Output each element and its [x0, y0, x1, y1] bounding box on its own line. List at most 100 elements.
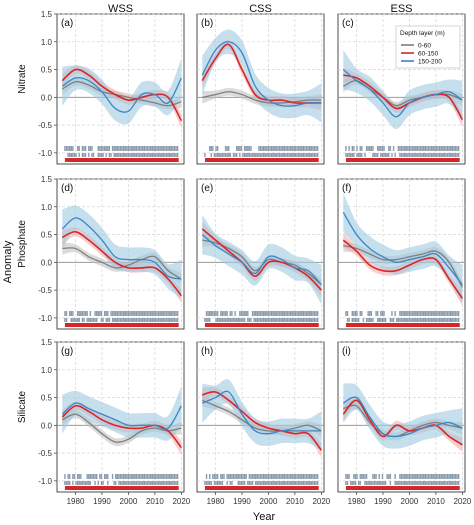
rug-marks [64, 474, 179, 490]
panel-f: (f) [337, 178, 466, 330]
y-tick-label: 0.5 [41, 231, 53, 240]
panel-label: (h) [201, 346, 213, 357]
ribbon-150-200 [62, 58, 182, 125]
rug-marks [64, 146, 179, 162]
legend-entry: 60-150 [418, 51, 439, 58]
legend-entry: 0-60 [418, 43, 431, 50]
series-line-60-150 [202, 391, 322, 451]
rug-mark-red [345, 158, 460, 162]
x-tick-label: 1990 [233, 497, 251, 506]
y-tick-label: 1.0 [41, 38, 53, 47]
y-tick-label: 1.5 [41, 175, 53, 184]
x-tick-label: 2010 [146, 497, 164, 506]
x-tick-label: 2010 [286, 497, 304, 506]
panel-h: (h) 1980 1990 2000 2010 2020 [196, 341, 331, 506]
y-tick-label: -1.0 [38, 149, 52, 158]
rug-marks [204, 474, 319, 490]
ribbon-150-200 [62, 386, 182, 441]
y-tick-label: -1.0 [38, 314, 52, 323]
series-line-150-200 [342, 396, 463, 438]
plot-area [342, 50, 464, 129]
rug-mark-red [204, 158, 319, 162]
x-tick-label: 2000 [401, 497, 419, 506]
panel-label: (a) [61, 18, 73, 29]
plot-area [201, 215, 322, 305]
panel-d: (d) -1.0 -0.5 0.0 0.5 1.0 1.5 Phosphate [17, 175, 185, 330]
panel-label: (b) [201, 18, 213, 29]
x-tick-label: 1980 [67, 497, 85, 506]
y-tick-label: 1.5 [41, 10, 53, 19]
panel-frame [196, 341, 325, 493]
rug-mark-red [64, 323, 179, 327]
x-axis-title: Year [253, 511, 276, 523]
y-tick-label: 0.0 [41, 93, 53, 102]
series-line-0-60 [202, 399, 322, 432]
x-tick-label: 2020 [172, 497, 190, 506]
y-tick-label: 0.0 [41, 421, 53, 430]
series-line-60-150 [61, 68, 183, 122]
y-tick-label: -0.5 [38, 121, 52, 130]
series-line-0-60 [61, 413, 182, 443]
rug-marks [345, 474, 460, 490]
series-line-0-60 [62, 247, 182, 280]
rug-mark-red [204, 486, 319, 490]
plot-area [342, 192, 464, 306]
row-label: Silicate [17, 390, 28, 423]
plot-area [61, 386, 182, 455]
plot-area [342, 383, 463, 452]
x-tick-label: 1980 [348, 497, 366, 506]
series-line-0-60 [61, 81, 182, 107]
x-tick-label: 1980 [207, 497, 225, 506]
y-tick-label: 0.0 [41, 258, 53, 267]
series-line-0-60 [202, 91, 322, 104]
x-tick-label: 2010 [427, 497, 445, 506]
rug-marks [345, 146, 460, 162]
panel-label: (c) [342, 18, 354, 29]
rug-marks [204, 146, 319, 162]
plot-area [61, 58, 183, 128]
rug-marks [64, 311, 179, 327]
series-line-150-200 [201, 234, 322, 286]
rug-mark-red [345, 323, 460, 327]
panel-a: (a) -1.0 -0.5 0.0 0.5 1.0 1.5 Nitrate WSS [17, 3, 185, 165]
column-title: ESS [390, 3, 412, 15]
series-line-150-200 [342, 211, 463, 285]
legend-entry: 150-200 [418, 59, 442, 66]
legend-title: Depth layer (m) [400, 30, 445, 37]
rug-mark-red [64, 486, 179, 490]
rug-mark-red [204, 323, 319, 327]
panel-label: (g) [61, 346, 73, 357]
series-line-150-200 [202, 390, 322, 435]
x-tick-label: 1990 [374, 497, 392, 506]
x-tick-label: 2000 [120, 497, 138, 506]
series-line-150-200 [61, 217, 182, 280]
column-title: WSS [108, 3, 133, 15]
series-line-150-200 [342, 69, 463, 118]
panel-label: (e) [201, 183, 213, 194]
y-tick-label: 1.5 [41, 338, 53, 347]
y-tick-label: 0.5 [41, 394, 53, 403]
series-line-150-200 [61, 402, 182, 430]
panel-label: (d) [61, 183, 73, 194]
row-label: Nitrate [17, 64, 28, 94]
series-line-0-60 [343, 245, 463, 288]
ribbon-150-200 [343, 50, 463, 129]
x-tick-label: 1990 [93, 497, 111, 506]
x-tick-label: 2020 [453, 497, 471, 506]
ribbon-150-200 [202, 29, 322, 123]
series-line-60-150 [343, 74, 464, 120]
series-line-60-150 [342, 399, 463, 446]
y-tick-label: 1.0 [41, 203, 53, 212]
series-line-60-150 [201, 228, 322, 291]
column-title: CSS [249, 3, 272, 15]
ribbon-150-200 [343, 192, 463, 305]
x-tick-label: 2000 [260, 497, 278, 506]
panel-label: (f) [342, 183, 351, 194]
rug-marks [345, 311, 460, 327]
y-tick-label: -1.0 [38, 477, 52, 486]
series-line-150-200 [201, 41, 322, 107]
series-line-150-200 [61, 76, 182, 113]
